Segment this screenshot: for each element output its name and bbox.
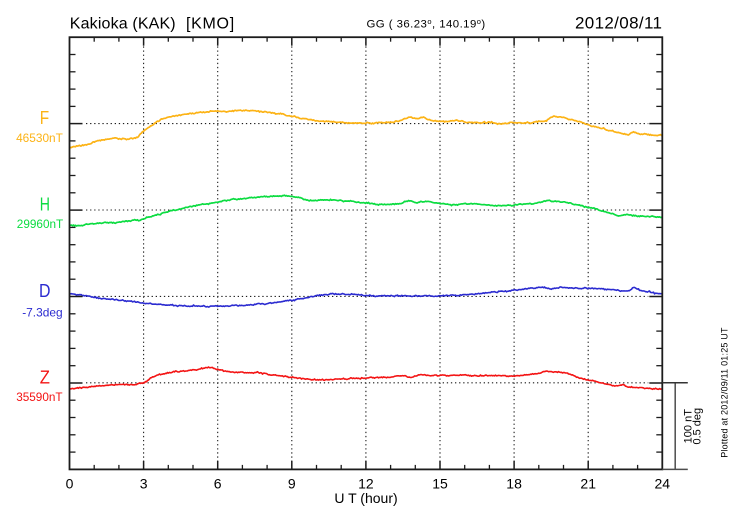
svg-text:35590nT: 35590nT — [16, 390, 63, 404]
svg-text:15: 15 — [432, 476, 448, 492]
svg-text:Kakioka (KAK): Kakioka (KAK) — [70, 15, 176, 32]
svg-text:-7.3deg: -7.3deg — [22, 305, 62, 319]
svg-text:21: 21 — [580, 476, 596, 492]
svg-text:H: H — [40, 194, 50, 215]
svg-text:F: F — [40, 108, 49, 128]
svg-text:U T (hour): U T (hour) — [334, 490, 397, 506]
svg-text:12: 12 — [358, 476, 374, 492]
svg-text:3: 3 — [140, 476, 148, 492]
svg-text:6: 6 — [214, 476, 222, 492]
svg-text:[KMO]: [KMO] — [186, 15, 235, 32]
svg-text:2012/08/11: 2012/08/11 — [575, 14, 662, 33]
svg-text:9: 9 — [288, 476, 296, 492]
svg-text:100 nT: 100 nT — [682, 409, 694, 444]
svg-text:29960nT: 29960nT — [17, 217, 64, 231]
svg-text:0.5 deg: 0.5 deg — [692, 408, 704, 445]
svg-text:Plotted at 2012/09/11 01:25 UT: Plotted at 2012/09/11 01:25 UT — [719, 327, 729, 458]
svg-text:Z: Z — [40, 367, 50, 388]
svg-text:46530nT: 46530nT — [16, 131, 63, 145]
svg-text:D: D — [39, 280, 51, 301]
svg-text:0: 0 — [66, 476, 74, 492]
svg-text:18: 18 — [506, 476, 522, 492]
svg-text:24: 24 — [655, 476, 671, 492]
svg-text:GG ( 36.23o, 140.19o): GG ( 36.23o, 140.19o) — [367, 17, 486, 31]
